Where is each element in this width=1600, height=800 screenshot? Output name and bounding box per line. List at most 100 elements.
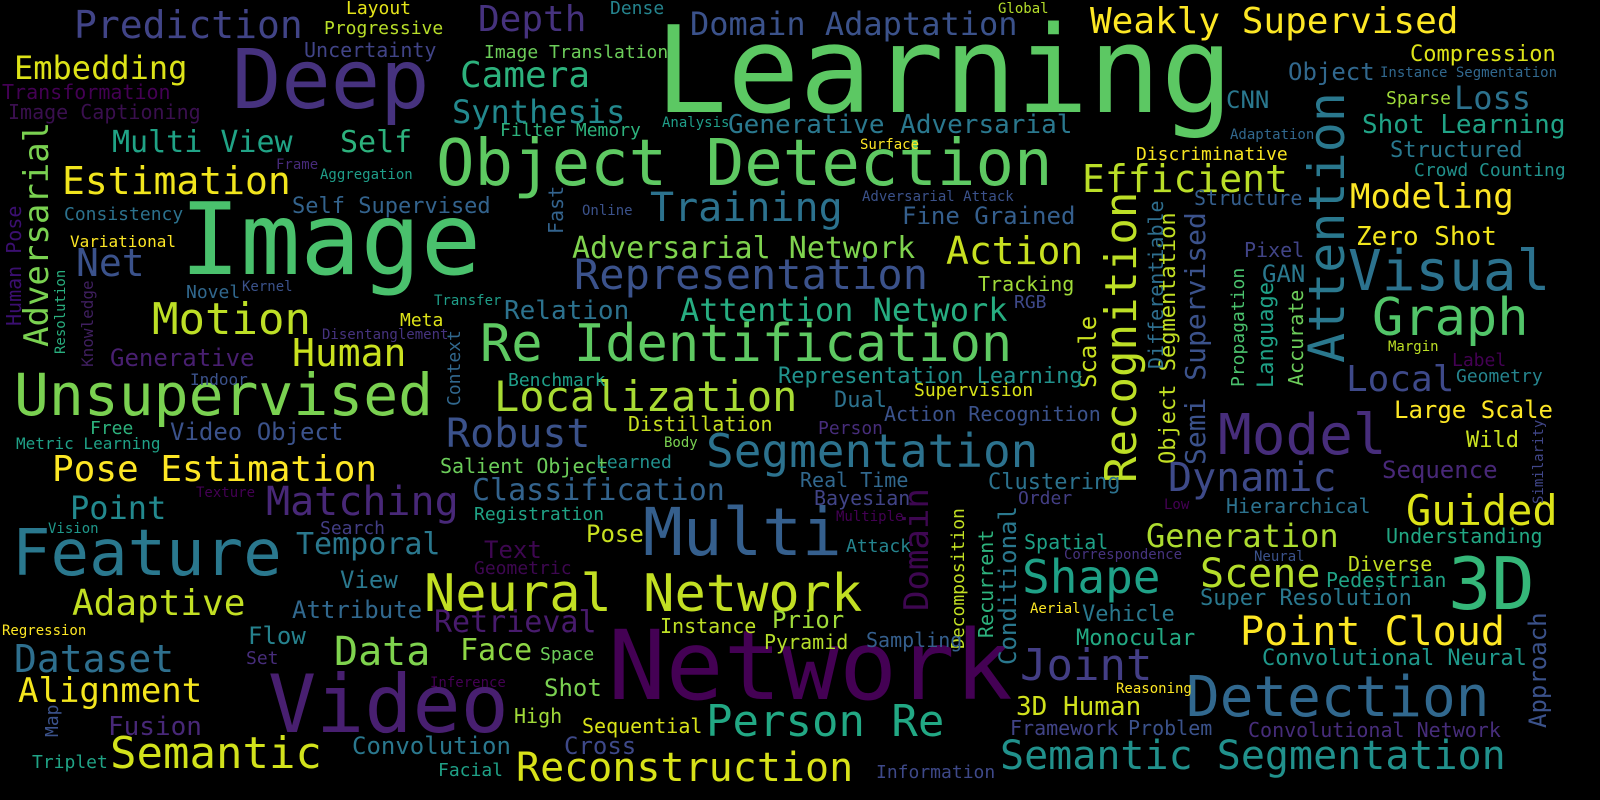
word-recurrent: Recurrent	[974, 529, 998, 638]
word-distillation: Distillation	[628, 412, 773, 436]
word-sequential: Sequential	[582, 714, 703, 738]
word-motion: Motion	[152, 294, 311, 345]
word-sequence: Sequence	[1382, 456, 1498, 484]
word-matching: Matching	[266, 479, 459, 525]
word-learning: Learning	[655, 2, 1233, 141]
word-adaptation: Adaptation	[1230, 127, 1315, 143]
word-shape: Shape	[1022, 550, 1161, 604]
word-representation: Representation	[574, 250, 929, 299]
word-discriminative: Discriminative	[1136, 144, 1288, 165]
word-action: Action	[946, 229, 1084, 273]
word-video: Video	[268, 658, 509, 751]
word-action-recognition: Action Recognition	[884, 402, 1101, 426]
word-aerial: Aerial	[1030, 601, 1081, 617]
word-attention-network: Attention Network	[680, 291, 1008, 329]
word-face: Face	[460, 633, 533, 668]
word-variational: Variational	[70, 232, 176, 251]
word-human: Human	[292, 331, 407, 375]
word-online: Online	[582, 203, 633, 219]
word-relation: Relation	[504, 296, 630, 326]
word-geometric: Geometric	[474, 558, 572, 579]
word-body: Body	[664, 435, 698, 451]
word-rgb: RGB	[1014, 292, 1047, 313]
word-tracking: Tracking	[978, 272, 1075, 296]
word-self-supervised: Self Supervised	[292, 194, 491, 219]
word-fast: Fast	[544, 185, 568, 234]
word-adaptive: Adaptive	[72, 583, 246, 624]
word-attack: Attack	[846, 536, 912, 557]
word-high: High	[514, 704, 563, 728]
word-problem: Problem	[1128, 716, 1213, 740]
word-3d: 3D	[1448, 542, 1535, 626]
word-model: Model	[1218, 403, 1387, 468]
word-unsupervised: Unsupervised	[14, 361, 434, 429]
word-vehicle: Vehicle	[1082, 602, 1175, 627]
word-person-re: Person Re	[706, 696, 945, 747]
word-zero-shot: Zero Shot	[1356, 222, 1497, 252]
word-inference: Inference	[430, 675, 506, 691]
word-language: Language	[1254, 282, 1279, 388]
word-view: View	[340, 566, 398, 594]
word-semi-supervised: Semi Supervised	[1179, 212, 1212, 465]
word-prior: Prior	[772, 606, 845, 634]
word-kernel: Kernel	[242, 279, 293, 295]
word-net: Net	[76, 241, 145, 285]
word-sparse: Sparse	[1386, 88, 1452, 109]
word-generation: Generation	[1146, 517, 1339, 555]
word-multiple: Multiple	[836, 509, 904, 525]
word-domain-adaptation: Domain Adaptation	[690, 5, 1018, 43]
word-training: Training	[650, 185, 843, 231]
word-dynamic: Dynamic	[1168, 455, 1337, 501]
word-knowledge: Knowledge	[78, 280, 97, 367]
word-metric-learning: Metric Learning	[16, 434, 161, 453]
word-consistency: Consistency	[64, 204, 184, 225]
word-representation-learning: Representation Learning	[778, 364, 1083, 389]
word-localization: Localization	[494, 372, 798, 421]
word-filter-memory: Filter Memory	[500, 120, 641, 141]
word-conditional: Conditional	[994, 506, 1022, 665]
word-gan: GAN	[1262, 260, 1306, 288]
word-progressive: Progressive	[324, 18, 444, 39]
word-compression: Compression	[1410, 42, 1556, 67]
word-similarity: Similarity	[1531, 419, 1547, 504]
word-learned: Learned	[596, 452, 672, 473]
word-attribute: Attribute	[292, 596, 423, 624]
word-regression: Regression	[2, 623, 87, 639]
word-context: Context	[444, 330, 465, 406]
word-image: Image	[180, 181, 482, 298]
word-layout: Layout	[346, 0, 412, 19]
word-structured: Structured	[1390, 138, 1523, 163]
word-visual: Visual	[1348, 239, 1551, 304]
word-transfer: Transfer	[434, 293, 502, 309]
word-semantic-segmentation: Semantic Segmentation	[1000, 733, 1506, 779]
word-global: Global	[998, 1, 1049, 17]
word-diverse: Diverse	[1348, 552, 1433, 576]
word-correspondence: Correspondence	[1064, 547, 1183, 563]
word-aggregation: Aggregation	[320, 167, 413, 183]
word-reasoning: Reasoning	[1116, 681, 1192, 697]
word-network: Network	[608, 610, 1013, 722]
word-set: Set	[246, 648, 279, 669]
word-adversarial-attack: Adversarial Attack	[862, 189, 1014, 205]
word-object: Object	[1288, 58, 1375, 86]
word-margin: Margin	[1388, 339, 1439, 355]
word-accurate: Accurate	[1284, 289, 1308, 386]
word-spatial: Spatial	[1024, 530, 1109, 554]
word-facial: Facial	[438, 760, 504, 781]
word-dual: Dual	[834, 388, 887, 413]
word-meta: Meta	[400, 310, 444, 331]
word-novel: Novel	[186, 282, 241, 303]
word-shot: Shot	[544, 674, 602, 702]
word-generative-adversarial: Generative Adversarial	[728, 110, 1073, 140]
word-retrieval: Retrieval	[434, 605, 597, 640]
word-segmentation: Segmentation	[706, 424, 1039, 478]
word-label: Label	[1452, 350, 1507, 371]
word-temporal: Temporal	[296, 527, 441, 562]
word-multi-view: Multi View	[112, 125, 293, 160]
word-neural-network: Neural Network	[424, 564, 863, 624]
word-estimation: Estimation	[62, 159, 291, 203]
word-frame: Frame	[276, 157, 319, 173]
word-human-pose: Human Pose	[2, 205, 26, 326]
word-convolutional-neural: Convolutional Neural	[1262, 646, 1527, 671]
